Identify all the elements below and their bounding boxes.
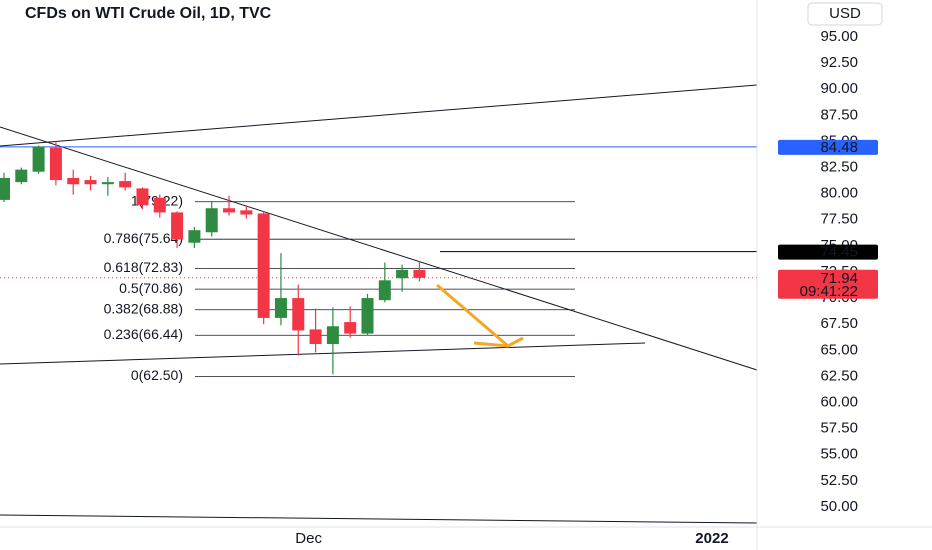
x-tick-label: Dec <box>295 530 322 547</box>
trend-line <box>0 514 758 524</box>
candle-body <box>0 177 10 200</box>
price-tag <box>778 244 878 260</box>
fib-label: 0.382(68.88) <box>104 300 183 316</box>
y-tick-label: 92.50 <box>820 54 858 71</box>
candle-body <box>136 188 149 206</box>
candle-body <box>15 169 28 183</box>
countdown: 09:41:22 <box>800 283 858 300</box>
candle-body <box>413 269 426 278</box>
x-tick-label: 2022 <box>695 530 728 547</box>
candle-body <box>119 181 132 188</box>
fib-label: 0.786(75.64) <box>104 230 183 246</box>
candle-body <box>274 298 287 318</box>
y-tick-label: 95.00 <box>820 28 858 45</box>
candle-body <box>188 230 201 243</box>
arrow-head <box>473 336 524 348</box>
currency-label[interactable]: USD <box>829 5 861 22</box>
candle-body <box>49 147 62 181</box>
price-tag <box>778 139 878 155</box>
fib-label: 0(62.50) <box>131 367 183 383</box>
candle-body <box>361 298 374 334</box>
y-tick-label: 55.00 <box>820 446 858 463</box>
y-tick-label: 57.50 <box>820 420 858 437</box>
fib-label: 0.236(66.44) <box>104 326 183 342</box>
price-tag-label: 74.45 <box>820 244 858 261</box>
candle-body <box>171 212 184 240</box>
last-price-label: 71.94 <box>820 270 858 287</box>
price-tag-label: 84.48 <box>820 139 858 156</box>
candle-body <box>240 210 253 215</box>
candle-body <box>205 208 218 233</box>
candle-body <box>292 298 305 331</box>
y-tick-label: 82.50 <box>820 158 858 175</box>
candle-body <box>378 280 391 301</box>
candle-body <box>32 146 45 172</box>
y-tick-label: 50.00 <box>820 498 858 515</box>
candle-body <box>223 208 236 213</box>
fib-label: 0.5(70.86) <box>119 280 183 296</box>
chart-title: CFDs on WTI Crude Oil, 1D, TVC <box>25 5 272 22</box>
candle-body <box>257 213 270 318</box>
projection-arrow <box>436 283 509 348</box>
candle-body <box>326 326 339 345</box>
y-tick-label: 60.00 <box>820 393 858 410</box>
y-tick-label: 87.50 <box>820 106 858 123</box>
y-tick-label: 77.50 <box>820 211 858 228</box>
price-axis <box>757 0 932 527</box>
fib-label: 0.618(72.83) <box>104 259 183 275</box>
y-tick-label: 90.00 <box>820 80 858 97</box>
y-tick-label: 62.50 <box>820 367 858 384</box>
candle-body <box>309 329 322 345</box>
candle-body <box>84 180 97 185</box>
y-tick-label: 80.00 <box>820 185 858 202</box>
candle-body <box>101 182 114 185</box>
candle-body <box>67 177 80 185</box>
last-price-tag <box>778 269 878 299</box>
candle-body <box>396 269 409 279</box>
trend-line <box>0 342 646 365</box>
y-tick-label: 67.50 <box>820 315 858 332</box>
currency-button[interactable] <box>807 2 883 26</box>
candle-body <box>344 322 357 334</box>
plot-area: 1(79.22)0.786(75.64)0.618(72.83)0.5(70.8… <box>0 141 757 383</box>
y-tick-label: 65.00 <box>820 341 858 358</box>
trend-line <box>0 126 758 371</box>
candle-body <box>153 197 166 213</box>
y-tick-label: 52.50 <box>820 472 858 489</box>
trend-line <box>0 84 758 147</box>
